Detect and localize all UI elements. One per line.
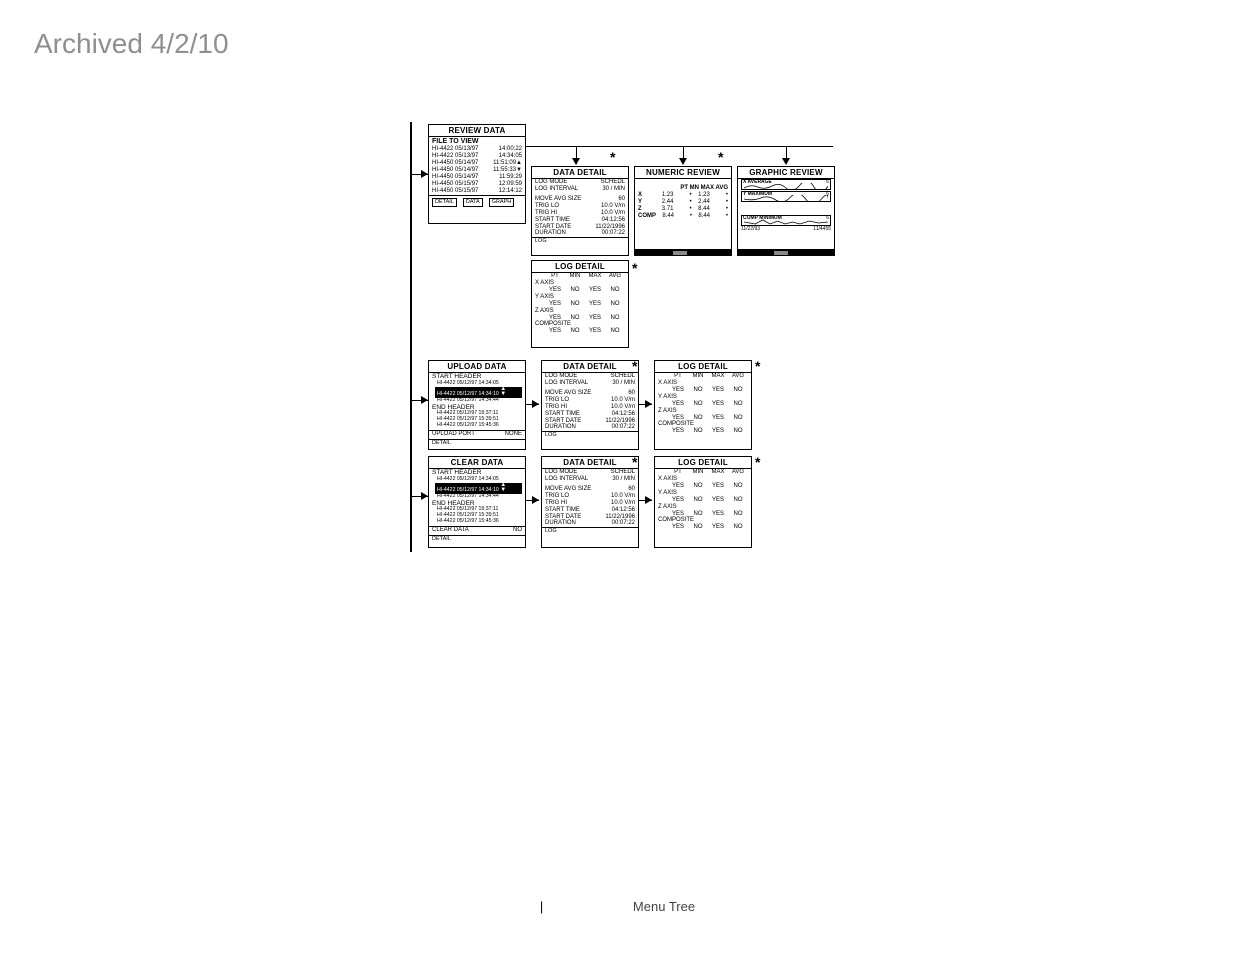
numeric-title: NUMERIC REVIEW bbox=[635, 167, 731, 179]
log-detail-panel-2: LOG DETAIL PTMINMAXAVG X AXIS YESNOYESNO… bbox=[654, 360, 752, 450]
numeric-review-panel: NUMERIC REVIEW PT MN MAX AVG X1.23•1.23•… bbox=[634, 166, 732, 256]
clear-foot: DETAIL bbox=[429, 535, 525, 542]
page-footer: | Menu Tree bbox=[0, 899, 1235, 914]
upload-selected-item[interactable]: HI-4422 05/12/97 14:34:10 ▲▼ bbox=[435, 387, 522, 398]
dd-row: MOVE AVG SIZE60 bbox=[532, 196, 628, 203]
arrow-icon bbox=[532, 400, 539, 408]
numeric-head: PT MN MAX AVG bbox=[635, 185, 731, 192]
graphic-scrollbar[interactable] bbox=[738, 249, 834, 255]
review-file-list: HI-4422 05/13/9714:00:22 HI-4422 05/13/9… bbox=[429, 146, 525, 194]
arrow-icon bbox=[421, 492, 428, 500]
numeric-row: COMP8.44•8.44• bbox=[635, 213, 731, 220]
star-icon: * bbox=[632, 454, 637, 470]
log-head: PTMINMAXAVG bbox=[535, 273, 625, 280]
data-button[interactable]: DATA bbox=[463, 198, 483, 206]
file-row: HI-4450 05/15/9712:14:12 bbox=[429, 188, 525, 195]
axis-row: YESNOYESNO bbox=[535, 301, 625, 308]
dd-row: START DATE11/22/1996 bbox=[532, 224, 628, 231]
review-data-panel: REVIEW DATA FILE TO VIEW HI-4422 05/13/9… bbox=[428, 124, 526, 224]
clear-title: CLEAR DATA bbox=[429, 457, 525, 469]
dd-row: TRIG HI10.0 V/m bbox=[532, 210, 628, 217]
log-detail-panel: LOG DETAIL PTMINMAXAVG X AXIS YESNOYESNO… bbox=[531, 260, 629, 348]
file-to-view-label: FILE TO VIEW bbox=[429, 137, 525, 146]
log-detail-panel-3: LOG DETAIL PTMINMAXAVG X AXIS YESNOYESNO… bbox=[654, 456, 752, 548]
detail-button[interactable]: DETAIL bbox=[432, 198, 457, 206]
data-detail-title-2: DATA DETAIL bbox=[542, 361, 638, 373]
numeric-row: Z3.71•8.44• bbox=[635, 206, 731, 213]
axis-row: YESNOYESNO bbox=[535, 315, 625, 322]
clear-data-panel: CLEAR DATA START HEADER HI-4422 05/12/97… bbox=[428, 456, 526, 548]
footer-divider: | bbox=[540, 899, 543, 914]
data-detail-panel: DATA DETAIL LOG MODESCHEDL LOG INTERVAL3… bbox=[531, 166, 629, 256]
upload-foot: DETAIL bbox=[429, 439, 525, 446]
star-icon: * bbox=[755, 358, 760, 374]
numeric-scrollbar[interactable] bbox=[635, 249, 731, 255]
arrow-icon bbox=[421, 396, 428, 404]
axis-label: Y AXIS bbox=[535, 294, 625, 301]
graph-lane: X AVERAGE6 bbox=[741, 179, 831, 190]
data-detail-panel-2: DATA DETAIL LOG MODESCHEDL LOG INTERVAL3… bbox=[541, 360, 639, 450]
arrow-icon bbox=[782, 158, 790, 165]
dd-row: TRIG LO10.0 V/m bbox=[532, 203, 628, 210]
numeric-row: Y2.44•2.44• bbox=[635, 199, 731, 206]
graphic-title: GRAPHIC REVIEW bbox=[738, 167, 834, 179]
graph-button[interactable]: GRAPH bbox=[489, 198, 515, 206]
graph-lane: Y MAXIMUM6 bbox=[741, 191, 831, 202]
arrow-icon bbox=[572, 158, 580, 165]
arrow-icon bbox=[645, 496, 652, 504]
trunk-line bbox=[410, 122, 412, 552]
axis-label: Z AXIS bbox=[535, 308, 625, 315]
upload-data-panel: UPLOAD DATA START HEADER HI-4422 05/12/9… bbox=[428, 360, 526, 450]
graph-lane: COMP MINIMUM6 bbox=[741, 215, 831, 226]
review-title: REVIEW DATA bbox=[429, 125, 525, 137]
clear-selected-item[interactable]: HI-4422 05/12/97 14:34:10 ▲▼ bbox=[435, 483, 522, 494]
footer-label: Menu Tree bbox=[633, 899, 695, 914]
numeric-row: X1.23•1.23• bbox=[635, 192, 731, 199]
upload-title: UPLOAD DATA bbox=[429, 361, 525, 373]
upload-port-row: UPLOAD PORTNONE bbox=[429, 430, 525, 438]
clear-end-item: HI-4422 05/12/97 15:45:36 bbox=[429, 519, 525, 525]
arrow-icon bbox=[421, 170, 428, 178]
file-row: HI-4450 05/14/9711:55:33▼ bbox=[429, 167, 525, 174]
star-icon: * bbox=[755, 454, 760, 470]
star-icon: * bbox=[632, 260, 637, 276]
log-detail-title: LOG DETAIL bbox=[532, 261, 628, 273]
file-row: HI-4450 05/14/9711:59:29 bbox=[429, 174, 525, 181]
data-detail-panel-3: DATA DETAIL LOG MODESCHEDL LOG INTERVAL3… bbox=[541, 456, 639, 548]
graphic-review-panel: GRAPHIC REVIEW X AVERAGE6 Y MAXIMUM6 COM… bbox=[737, 166, 835, 256]
axis-label: COMPOSITE bbox=[535, 321, 625, 328]
file-row: HI-4422 05/13/9714:00:22 bbox=[429, 146, 525, 153]
graph-foot: 11/22/9311/4455 bbox=[738, 227, 834, 234]
file-row: HI-4450 05/14/9711:51:09▲ bbox=[429, 160, 525, 167]
axis-row: YESNOYESNO bbox=[535, 287, 625, 294]
dd-row: DURATION00:07:22 bbox=[532, 230, 628, 237]
dd-row: LOG INTERVAL30 / MIN bbox=[532, 186, 628, 193]
arrow-icon bbox=[679, 158, 687, 165]
star-icon: * bbox=[718, 149, 723, 165]
file-row: HI-4450 05/15/9712:09:59 bbox=[429, 181, 525, 188]
data-detail-title: DATA DETAIL bbox=[532, 167, 628, 179]
review-buttons: DETAIL DATA GRAPH bbox=[429, 195, 525, 207]
watermark-text: Archived 4/2/10 bbox=[34, 28, 229, 60]
upload-end-item: HI-4422 05/12/97 15:45:36 bbox=[429, 423, 525, 429]
file-row: HI-4422 05/13/9714:34:05 bbox=[429, 153, 525, 160]
dd-foot: LOG bbox=[532, 237, 628, 244]
arrow-icon bbox=[645, 400, 652, 408]
dd-row: LOG MODESCHEDL bbox=[532, 179, 628, 186]
dd-row: START TIME04:12:56 bbox=[532, 217, 628, 224]
clear-data-row: CLEAR DATANO bbox=[429, 526, 525, 534]
menu-tree-diagram: REVIEW DATA FILE TO VIEW HI-4422 05/13/9… bbox=[413, 120, 838, 570]
star-icon: * bbox=[632, 358, 637, 374]
arrow-icon bbox=[532, 496, 539, 504]
axis-label: X AXIS bbox=[535, 280, 625, 287]
axis-row: YESNOYESNO bbox=[535, 328, 625, 335]
star-icon: * bbox=[610, 149, 615, 165]
